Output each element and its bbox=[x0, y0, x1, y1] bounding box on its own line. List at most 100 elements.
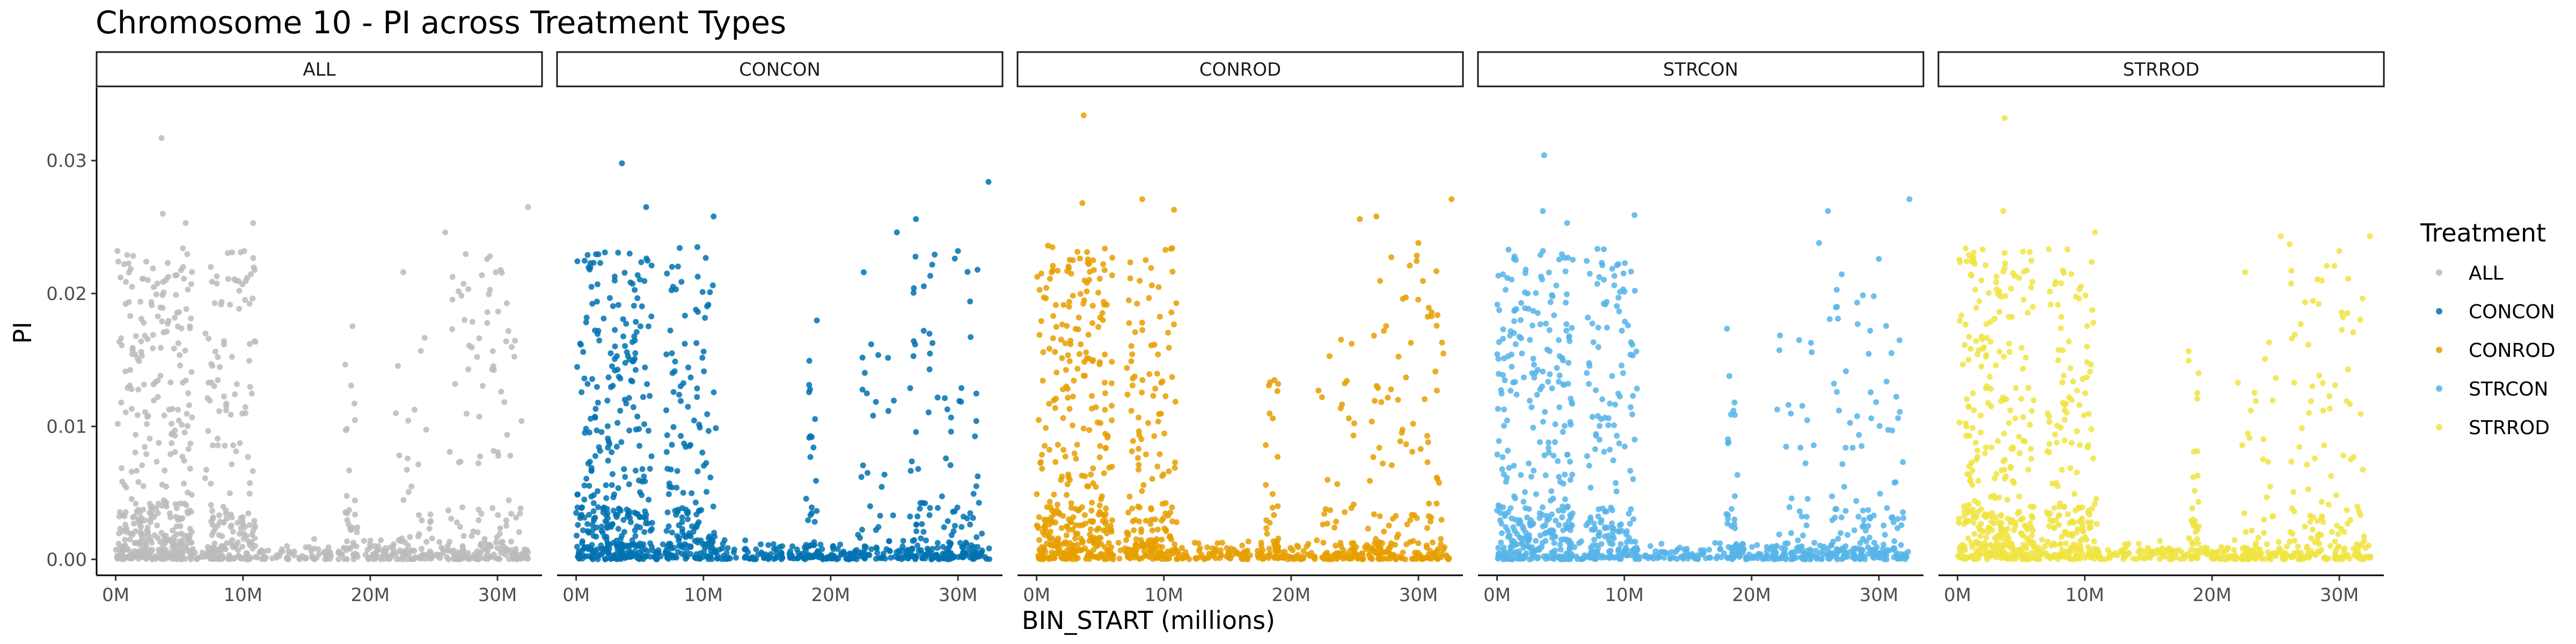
data-point bbox=[665, 491, 672, 497]
data-point bbox=[915, 466, 921, 472]
data-point bbox=[177, 362, 184, 369]
data-point bbox=[2212, 555, 2219, 561]
data-point bbox=[2029, 408, 2035, 414]
data-point bbox=[151, 514, 157, 520]
data-point bbox=[1553, 282, 1560, 289]
data-point bbox=[209, 522, 216, 528]
data-point bbox=[1411, 512, 1417, 518]
data-point bbox=[1179, 545, 1185, 551]
data-point bbox=[156, 548, 163, 555]
data-point bbox=[1041, 516, 1048, 523]
data-point bbox=[1511, 493, 1517, 500]
data-point bbox=[678, 398, 684, 404]
data-point bbox=[477, 453, 484, 459]
data-point bbox=[952, 523, 958, 529]
data-point bbox=[1109, 254, 1115, 261]
data-point bbox=[1158, 517, 1165, 524]
data-point bbox=[686, 530, 692, 536]
data-point bbox=[1758, 551, 1764, 558]
data-point bbox=[972, 549, 978, 555]
data-point bbox=[711, 213, 717, 219]
data-point bbox=[1591, 550, 1597, 557]
data-point bbox=[156, 440, 162, 446]
data-point bbox=[1799, 402, 1805, 409]
data-point bbox=[913, 429, 919, 435]
data-point bbox=[246, 491, 253, 497]
data-point bbox=[669, 264, 675, 270]
data-point bbox=[1569, 553, 1575, 559]
data-point bbox=[1969, 467, 1975, 474]
data-point bbox=[2093, 496, 2099, 502]
data-point bbox=[128, 496, 135, 502]
data-point bbox=[1085, 549, 1092, 555]
data-point bbox=[1900, 509, 1906, 515]
data-point bbox=[941, 524, 947, 530]
data-point bbox=[160, 497, 167, 503]
data-point bbox=[1448, 196, 1455, 202]
data-point bbox=[1643, 553, 1650, 559]
data-point bbox=[235, 547, 241, 553]
data-point bbox=[172, 449, 178, 455]
data-point bbox=[1271, 377, 1278, 383]
data-point bbox=[1839, 545, 1846, 552]
data-point bbox=[1563, 327, 1570, 334]
data-point bbox=[1967, 478, 1973, 484]
data-point bbox=[118, 550, 124, 556]
data-point bbox=[912, 253, 919, 260]
data-point bbox=[1685, 555, 1691, 562]
data-point bbox=[2045, 511, 2052, 518]
data-point bbox=[1563, 299, 1569, 306]
data-point bbox=[967, 510, 974, 516]
data-point bbox=[1973, 548, 1980, 554]
data-point bbox=[1797, 508, 1803, 515]
data-point bbox=[470, 528, 477, 535]
data-point bbox=[694, 539, 701, 546]
data-point bbox=[913, 522, 919, 528]
data-point bbox=[232, 391, 238, 398]
data-point bbox=[1052, 519, 1059, 525]
data-point bbox=[1956, 519, 1962, 526]
data-point bbox=[1428, 555, 1435, 562]
data-point bbox=[1557, 546, 1564, 553]
data-point bbox=[1839, 271, 1845, 277]
x-tick-label: 0M bbox=[102, 584, 129, 606]
data-point bbox=[396, 537, 402, 543]
data-point bbox=[1598, 517, 1605, 523]
x-tick-label: 20M bbox=[351, 584, 390, 606]
data-point bbox=[163, 547, 169, 553]
data-point bbox=[2008, 286, 2014, 292]
data-point bbox=[133, 501, 139, 507]
data-point bbox=[807, 542, 814, 548]
data-point bbox=[1495, 356, 1502, 362]
data-point bbox=[188, 540, 194, 546]
data-point bbox=[1131, 527, 1137, 533]
data-point bbox=[932, 553, 938, 559]
data-point bbox=[1063, 367, 1069, 373]
data-point bbox=[1590, 339, 1597, 346]
data-point bbox=[1968, 272, 1974, 277]
data-point bbox=[1499, 454, 1506, 460]
data-point bbox=[172, 427, 178, 434]
data-point bbox=[1390, 516, 1396, 522]
data-point bbox=[1839, 461, 1846, 467]
data-point bbox=[615, 485, 621, 491]
data-point bbox=[1047, 276, 1053, 282]
data-point bbox=[116, 513, 122, 519]
data-point bbox=[286, 550, 292, 557]
data-point bbox=[2055, 357, 2061, 363]
data-point bbox=[1367, 554, 1374, 561]
data-point bbox=[694, 385, 700, 392]
data-point bbox=[1496, 339, 1502, 345]
data-point bbox=[1960, 555, 1966, 562]
data-point bbox=[1964, 471, 1970, 477]
data-point bbox=[592, 406, 599, 412]
data-point bbox=[1841, 484, 1847, 490]
data-point bbox=[1561, 255, 1568, 261]
data-point bbox=[1324, 521, 1330, 527]
data-point bbox=[1349, 540, 1355, 546]
data-point bbox=[1088, 507, 1095, 514]
data-point bbox=[1091, 547, 1097, 553]
data-point bbox=[860, 462, 866, 469]
data-point bbox=[1509, 276, 1515, 283]
data-point bbox=[778, 550, 784, 555]
